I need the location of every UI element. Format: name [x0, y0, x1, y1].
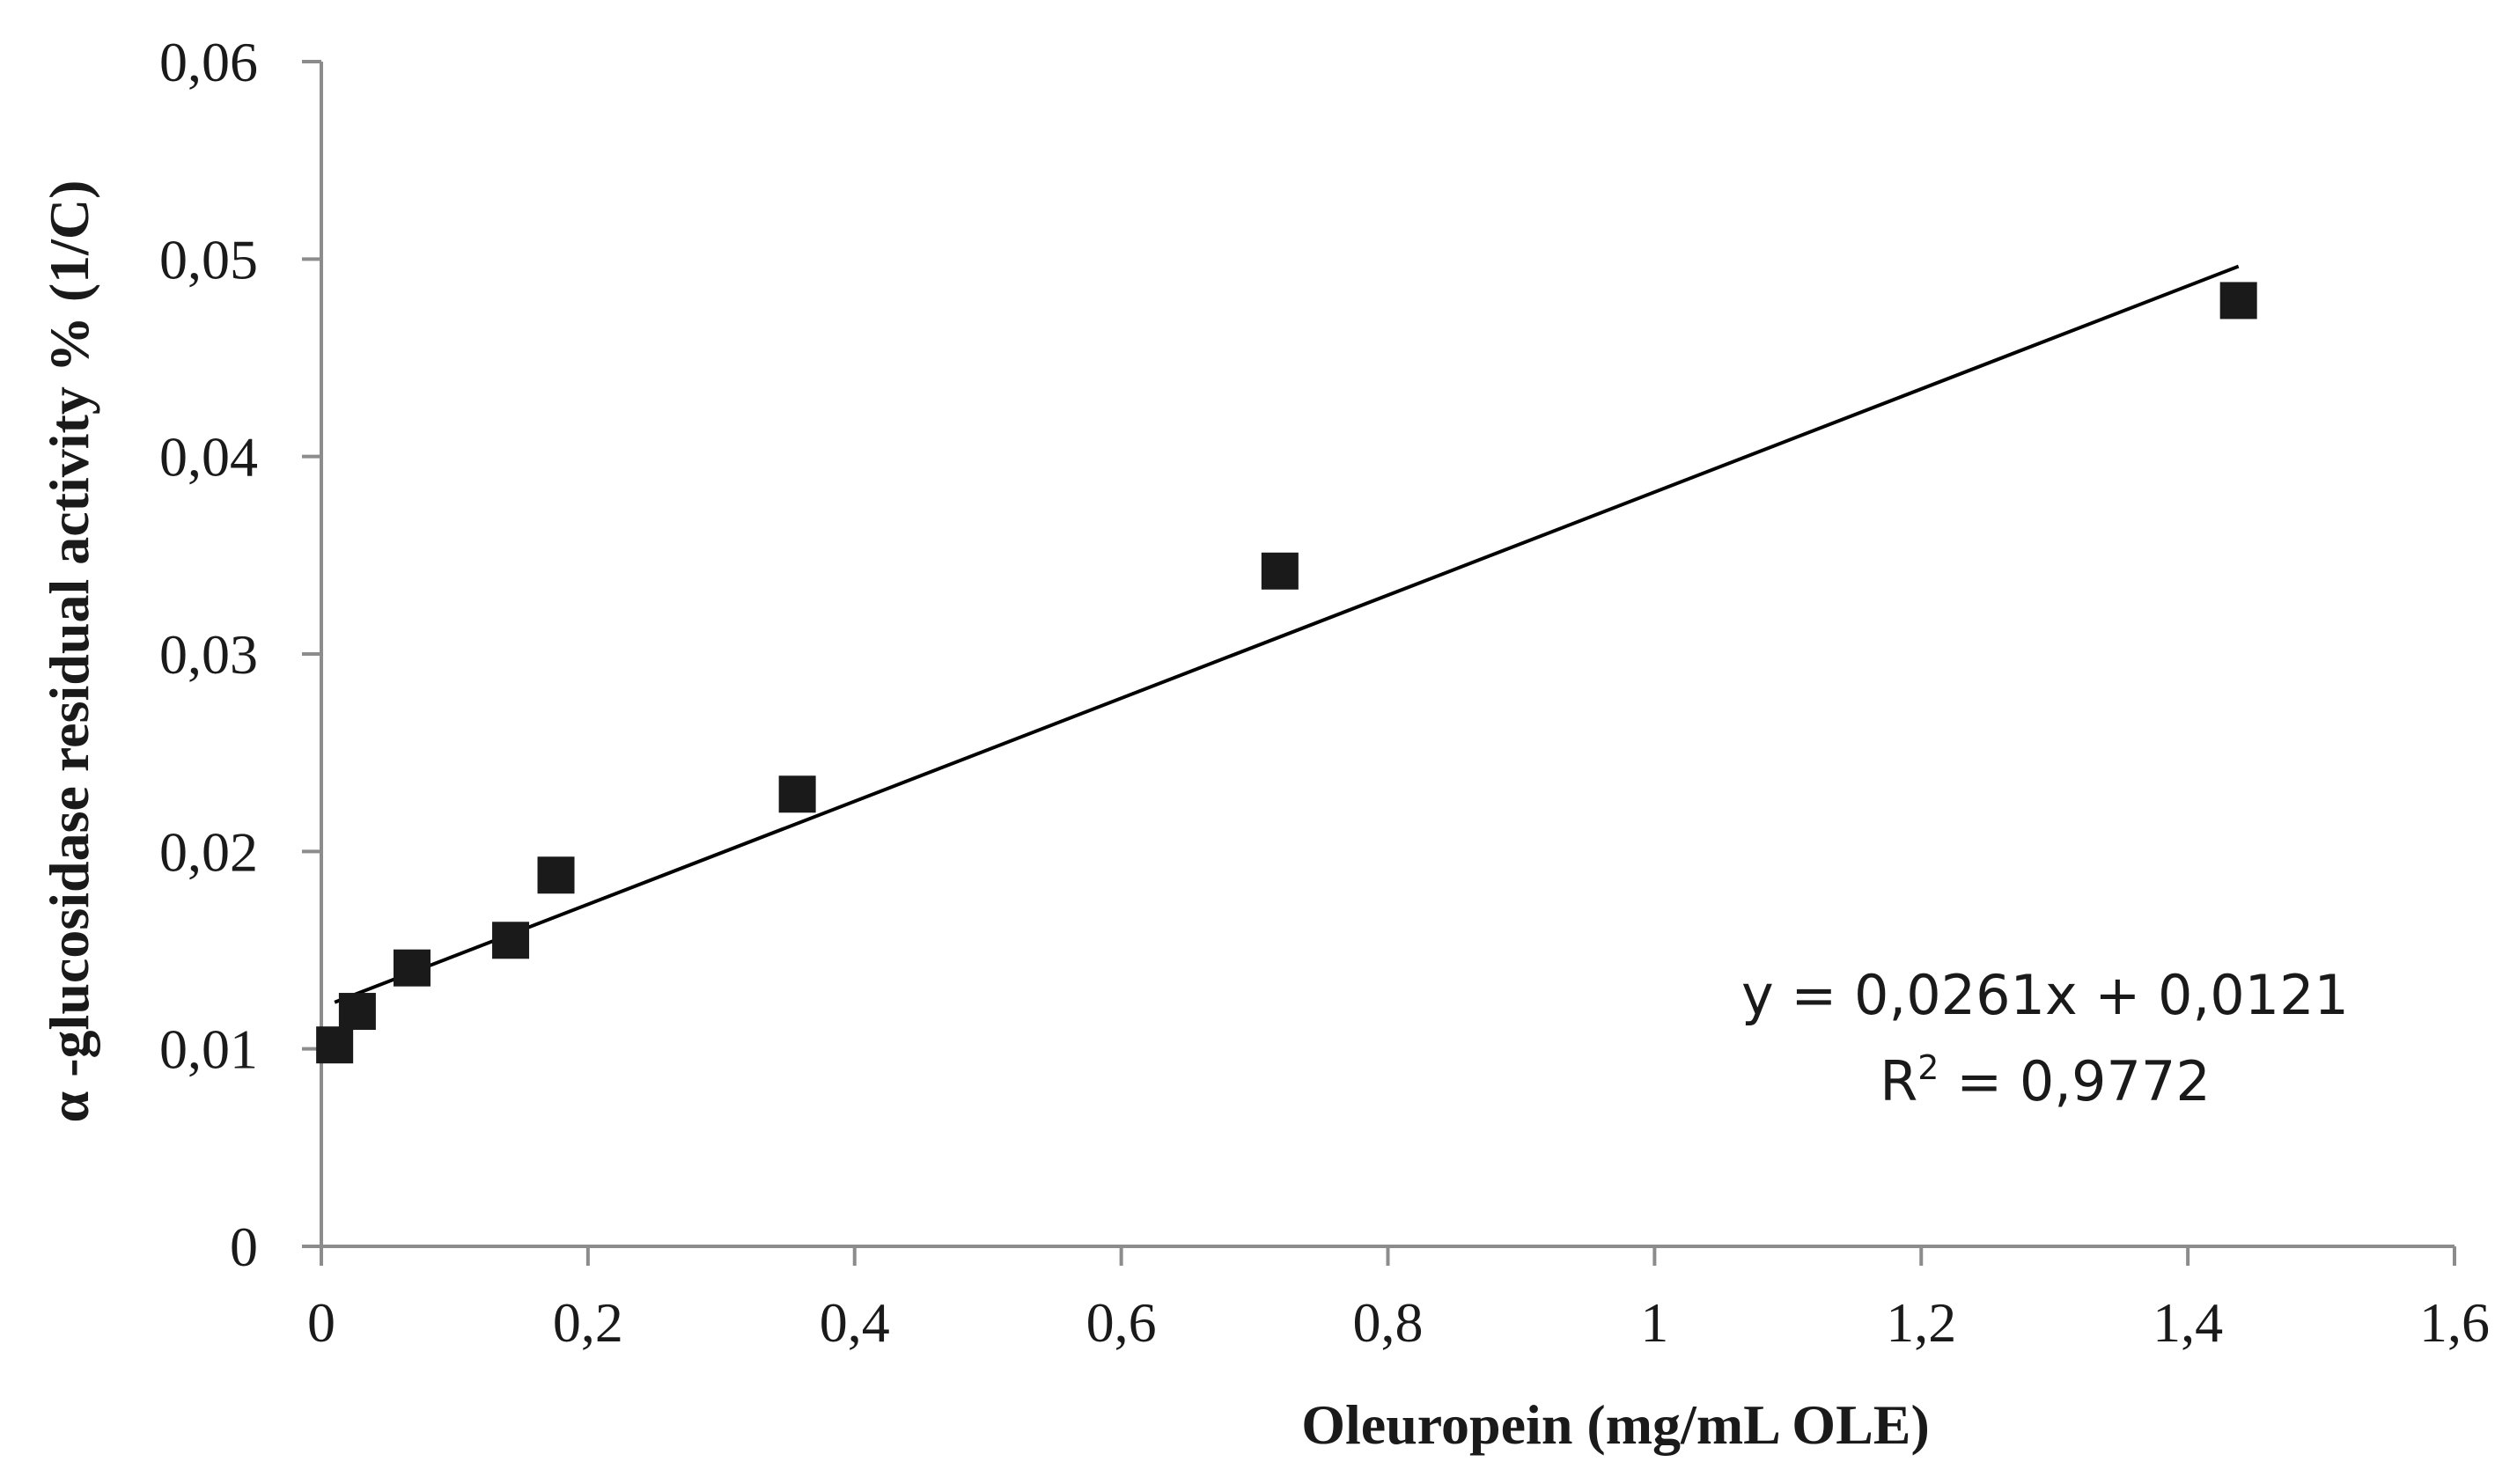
x-tick-label: 1: [1640, 1291, 1668, 1354]
y-axis-title: α -glucosidase residual activity % (1/C): [38, 180, 100, 1123]
trendline-equation: y = 0,0261x + 0,0121: [1741, 963, 2349, 1027]
x-axis-title: Oleuropein (mg/mL OLE): [1301, 1393, 1930, 1456]
y-tick-label: 0,04: [159, 426, 258, 489]
y-tick-label: 0: [230, 1216, 258, 1278]
labels-layer: Oleuropein (mg/mL OLE) α -glucosidase re…: [38, 180, 2349, 1456]
x-tick-label: 1,4: [2153, 1291, 2223, 1354]
r-squared-label: R2 = 0,9772: [1880, 1048, 2211, 1113]
y-tick-label: 0,01: [159, 1018, 258, 1081]
data-point: [2219, 282, 2257, 320]
data-point: [778, 775, 816, 813]
x-tick-label: 1,6: [2419, 1291, 2490, 1354]
data-point: [316, 1026, 354, 1064]
x-tick-label: 0,8: [1353, 1291, 1424, 1354]
y-tick-label: 0,06: [159, 31, 258, 93]
x-tick-label: 0,2: [553, 1291, 623, 1354]
data-point: [338, 993, 376, 1031]
axes-layer: 0 0,01 0,02 0,03 0,04 0,05 0,06 0 0,2 0,4 0,6 0,8 1 1…: [159, 31, 2490, 1354]
x-tick-label: 1,2: [1886, 1291, 1956, 1354]
trendline: [334, 264, 2240, 1004]
x-tick-label: 0: [307, 1291, 335, 1354]
y-tick-label: 0,05: [159, 228, 258, 290]
data-point: [537, 856, 575, 894]
x-tick-label: 0,6: [1086, 1291, 1157, 1354]
data-point: [393, 949, 431, 987]
y-tick-label: 0,02: [159, 820, 258, 883]
x-tick-label: 0,4: [820, 1291, 890, 1354]
r-squared-value: = 0,9772: [1939, 1049, 2210, 1113]
trendline-layer: [334, 264, 2240, 1004]
data-points-layer: [316, 282, 2257, 1064]
data-point: [492, 922, 530, 959]
data-point: [1261, 552, 1299, 590]
y-tick-label: 0,03: [159, 623, 258, 686]
r-squared-superscript: 2: [1917, 1048, 1939, 1087]
r-squared-prefix: R: [1880, 1049, 1917, 1113]
